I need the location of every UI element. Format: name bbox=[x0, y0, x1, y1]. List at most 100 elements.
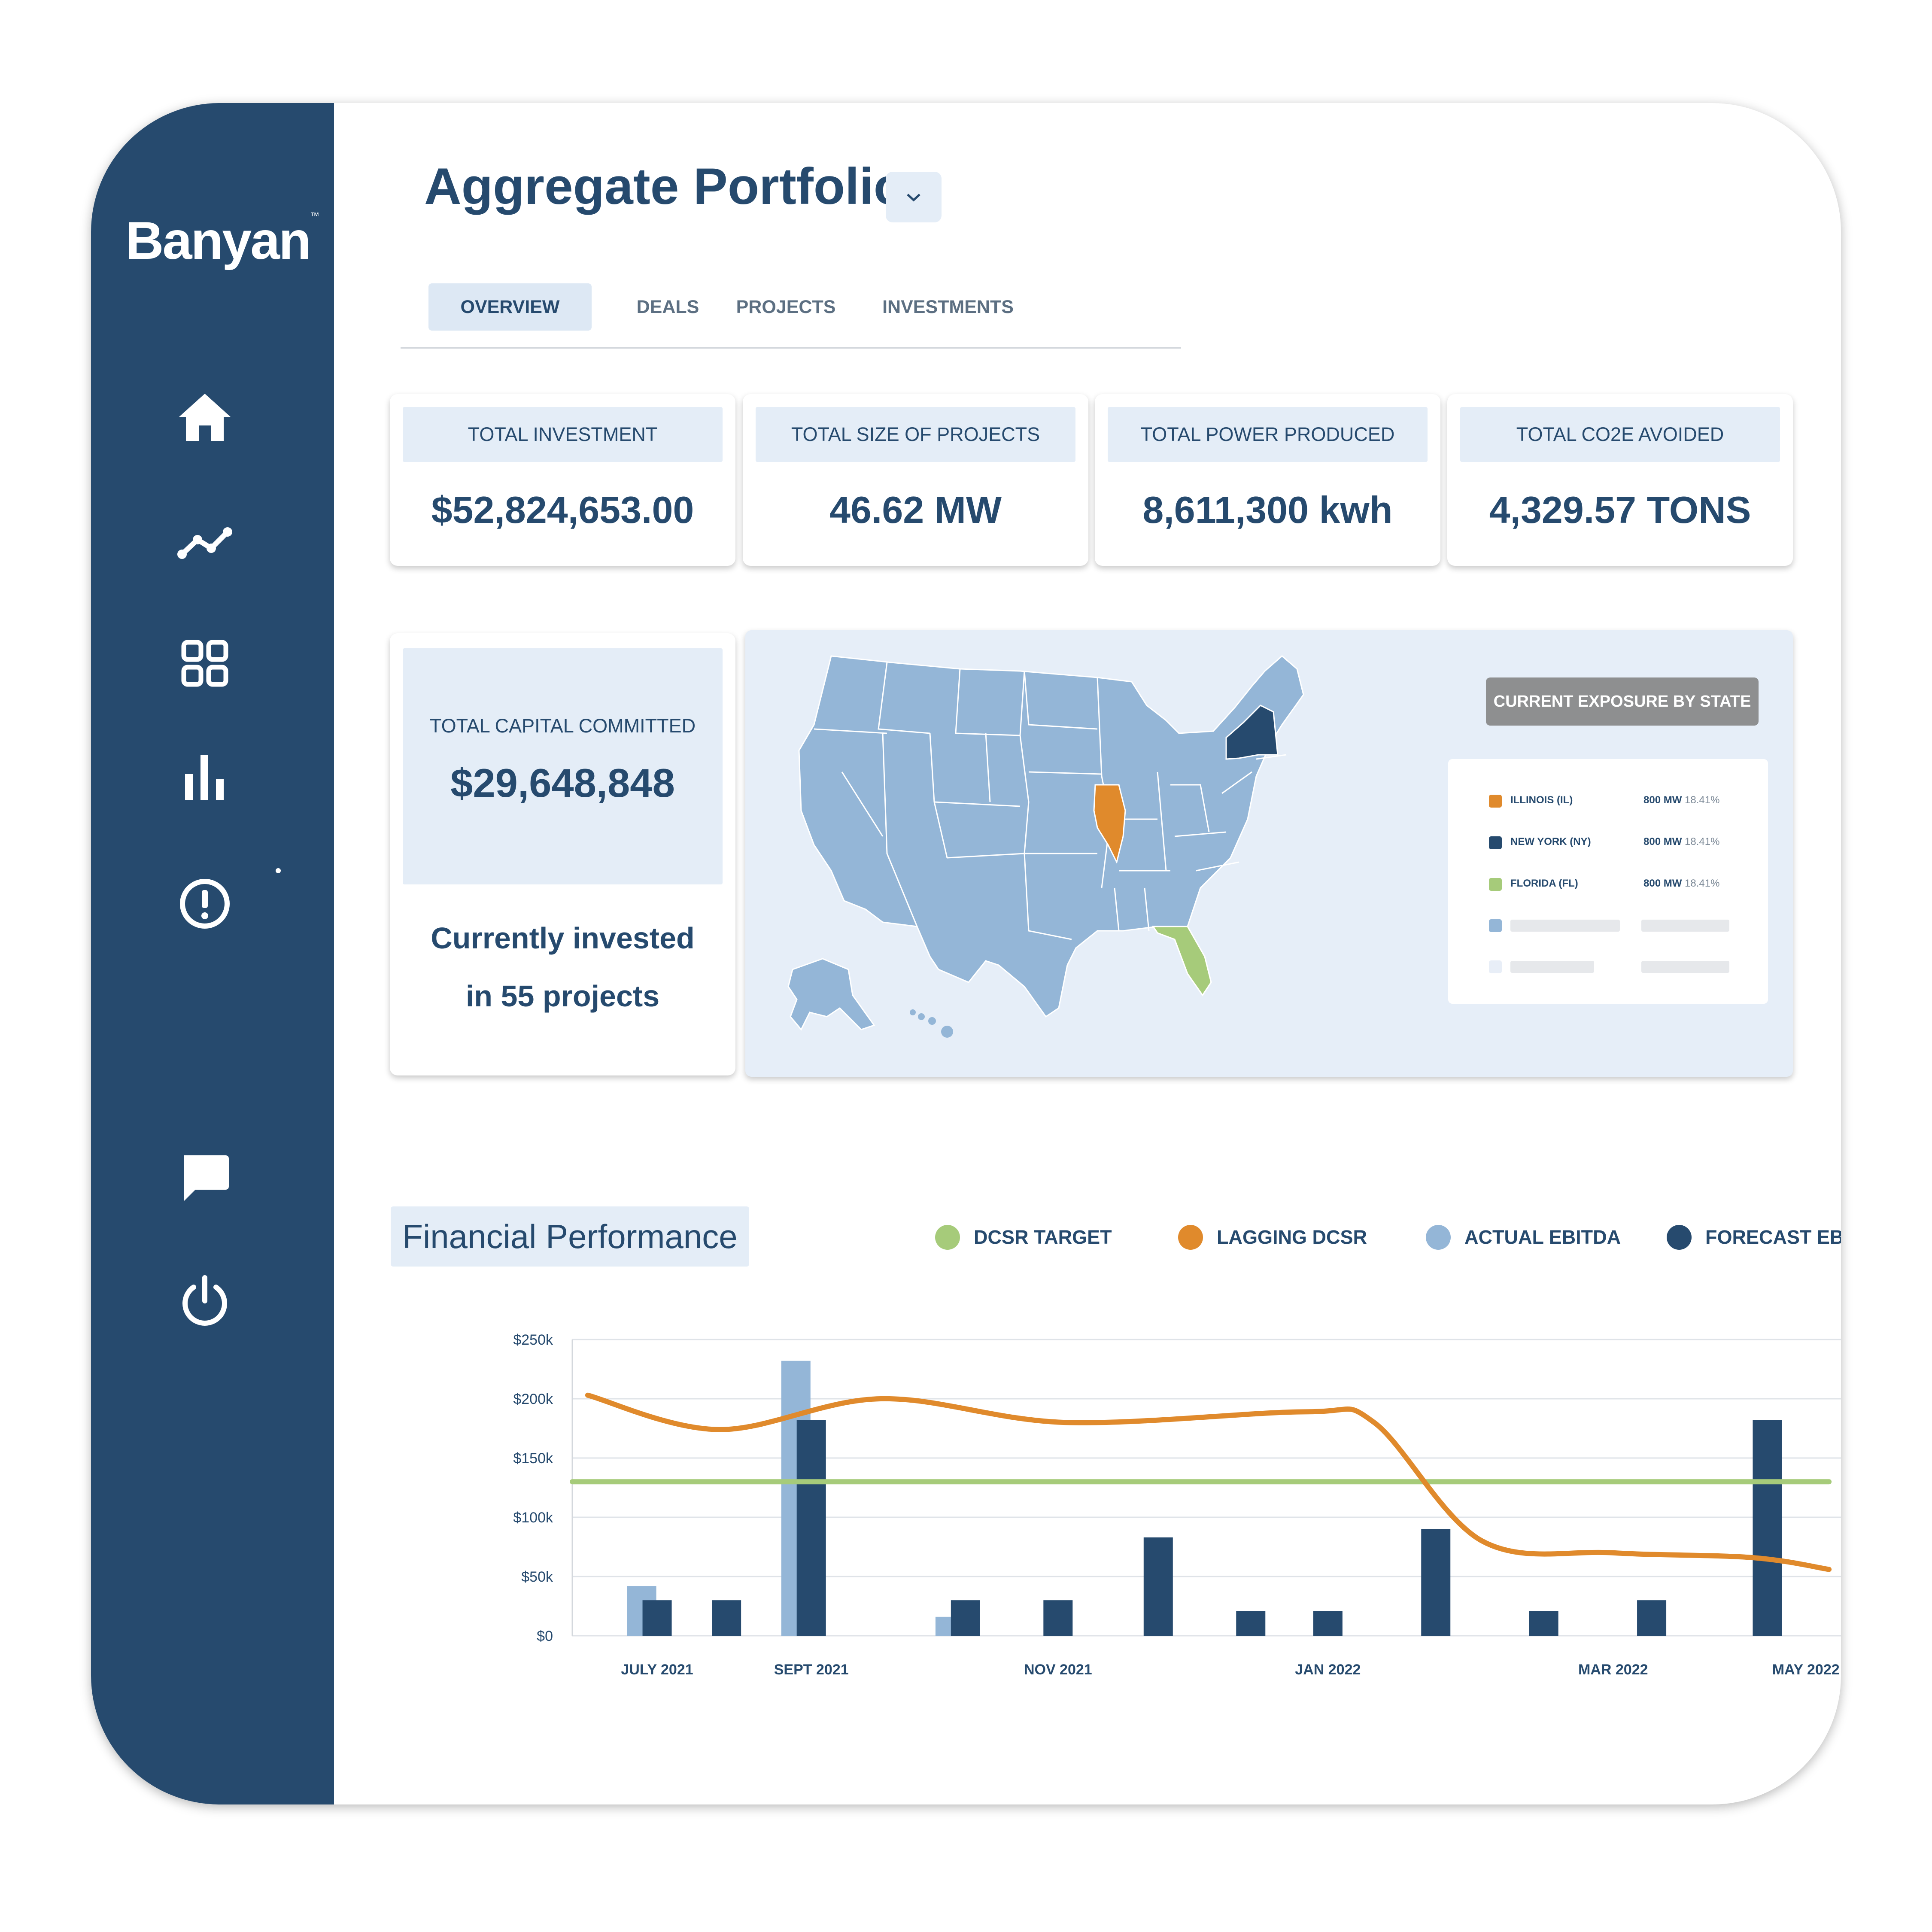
legend-value: 800 MW 18.41% bbox=[1643, 794, 1720, 806]
nav-home[interactable] bbox=[177, 389, 233, 444]
sidebar: Banyan™ bbox=[91, 103, 334, 1804]
legend-label: LAGGING DCSR bbox=[1217, 1226, 1367, 1248]
legend-row-illinois[interactable]: ILLINOIS (IL) 800 MW 18.41% bbox=[1448, 793, 1768, 810]
legend-swatch bbox=[1489, 795, 1502, 808]
state-hawaii bbox=[910, 1009, 953, 1038]
legend-row-new-york[interactable]: NEW YORK (NY) 800 MW 18.41% bbox=[1448, 834, 1768, 851]
tab-projects[interactable]: PROJECTS bbox=[736, 296, 836, 317]
legend-dot bbox=[1426, 1225, 1451, 1250]
x-tick-label: MAR 2022 bbox=[1578, 1662, 1648, 1678]
tab-deals[interactable]: DEALS bbox=[636, 296, 699, 317]
bar-forecast-ebitda bbox=[951, 1600, 980, 1636]
state-illinois[interactable] bbox=[1093, 784, 1126, 864]
legend-dot bbox=[1178, 1225, 1203, 1250]
placeholder-bar bbox=[1641, 961, 1729, 973]
financial-performance-chart: $00$50k0.5$100k1.0$150k1.5$200k2.0$250k2… bbox=[513, 1332, 1841, 1678]
current-exposure-button[interactable]: CURRENT EXPOSURE BY STATE bbox=[1486, 677, 1759, 726]
bar-forecast-ebitda bbox=[1143, 1537, 1173, 1636]
legend-row-florida[interactable]: FLORIDA (FL) 800 MW 18.41% bbox=[1448, 876, 1768, 893]
y-tick-label-left: $100k bbox=[513, 1510, 553, 1526]
nav-reports[interactable] bbox=[177, 749, 233, 805]
legend-swatch bbox=[1489, 836, 1502, 849]
kpi-value: $52,824,653.00 bbox=[431, 489, 694, 531]
banyan-logo[interactable]: Banyan™ bbox=[125, 210, 319, 271]
legend-value: 800 MW 18.41% bbox=[1643, 836, 1720, 848]
capital-value: $29,648,848 bbox=[450, 760, 675, 805]
tab-underline bbox=[401, 347, 1181, 349]
state-new-york[interactable] bbox=[1225, 705, 1279, 760]
x-tick-label: NOV 2021 bbox=[1024, 1662, 1092, 1678]
logo-text: Banyan bbox=[125, 211, 311, 270]
kpi-card-total-investment: TOTAL INVESTMENT $52,824,653.00 bbox=[390, 394, 735, 566]
portfolio-dropdown-button[interactable] bbox=[886, 172, 942, 222]
legend-lagging-dcsr: LAGGING DCSR bbox=[1178, 1224, 1367, 1250]
bar-forecast-ebitda bbox=[1313, 1611, 1343, 1636]
kpi-card-total-co2e: TOTAL CO2E AVOIDED 4,329.57 TONS bbox=[1447, 394, 1793, 566]
trend-line-icon bbox=[177, 527, 232, 559]
legend-row-placeholder bbox=[1448, 917, 1768, 934]
kpi-value: 4,329.57 TONS bbox=[1489, 489, 1751, 531]
legend-actual-ebitda: ACTUAL EBITDA bbox=[1426, 1224, 1621, 1250]
kpi-label: TOTAL POWER PRODUCED bbox=[1108, 407, 1428, 462]
nav-trends[interactable] bbox=[177, 515, 233, 571]
financial-performance-title: Financial Performance bbox=[391, 1206, 749, 1267]
legend-swatch bbox=[1489, 878, 1502, 891]
main-content: Aggregate Portfolio OVERVIEW DEALS PROJE… bbox=[334, 103, 1841, 1804]
bar-forecast-ebitda bbox=[1637, 1600, 1667, 1636]
exposure-legend: ILLINOIS (IL) 800 MW 18.41% NEW YORK (NY… bbox=[1448, 759, 1768, 1004]
exposure-map-card: CURRENT EXPOSURE BY STATE ILLINOIS (IL) … bbox=[745, 630, 1793, 1077]
bar-forecast-ebitda bbox=[1043, 1600, 1073, 1636]
capital-note-line1: Currently invested bbox=[431, 921, 695, 955]
line-lagging-dcsr bbox=[585, 1392, 1832, 1572]
y-tick-label-left: $150k bbox=[513, 1450, 553, 1467]
kpi-value: 46.62 MW bbox=[829, 489, 1002, 531]
kpi-card-total-size: TOTAL SIZE OF PROJECTS 46.62 MW bbox=[743, 394, 1088, 566]
x-tick-label: MAY 2022 bbox=[1772, 1662, 1840, 1678]
bar-forecast-ebitda bbox=[1529, 1611, 1558, 1636]
legend-state: NEW YORK (NY) bbox=[1510, 836, 1591, 848]
placeholder-bar bbox=[1510, 920, 1620, 932]
legend-label: ACTUAL EBITDA bbox=[1464, 1226, 1621, 1248]
logo-trademark: ™ bbox=[310, 210, 319, 221]
state-florida[interactable] bbox=[1152, 926, 1212, 996]
x-tick-label: SEPT 2021 bbox=[774, 1662, 849, 1678]
power-icon bbox=[182, 1275, 227, 1326]
legend-swatch bbox=[1489, 919, 1502, 932]
page-title: Aggregate Portfolio bbox=[424, 158, 905, 215]
bar-forecast-ebitda bbox=[642, 1600, 672, 1636]
nav-logout[interactable] bbox=[177, 1273, 233, 1329]
us-exposure-map[interactable] bbox=[745, 630, 1415, 1077]
grid-icon bbox=[181, 640, 228, 687]
legend-forecast-ebitda: FORECAST EBITDA bbox=[1667, 1224, 1841, 1250]
us-lower48 bbox=[798, 655, 1304, 1018]
legend-state: FLORIDA (FL) bbox=[1510, 878, 1578, 889]
y-tick-label-left: $0 bbox=[537, 1628, 553, 1644]
bar-forecast-ebitda bbox=[712, 1600, 741, 1636]
tab-investments[interactable]: INVESTMENTS bbox=[882, 296, 1014, 317]
nav-dashboard[interactable] bbox=[177, 635, 233, 691]
legend-state: ILLINOIS (IL) bbox=[1510, 794, 1573, 806]
tab-overview[interactable]: OVERVIEW bbox=[428, 283, 592, 331]
state-alaska bbox=[787, 958, 875, 1031]
legend-label: FORECAST EBITDA bbox=[1705, 1226, 1841, 1248]
x-tick-label: JAN 2022 bbox=[1295, 1662, 1361, 1678]
nav-messages[interactable] bbox=[177, 1151, 233, 1206]
legend-swatch bbox=[1489, 960, 1502, 973]
app-window: Banyan™ bbox=[91, 103, 1841, 1804]
placeholder-bar bbox=[1641, 920, 1729, 932]
kpi-label: TOTAL SIZE OF PROJECTS bbox=[756, 407, 1075, 462]
home-icon bbox=[179, 394, 231, 441]
capital-note-line2: in 55 projects bbox=[465, 979, 660, 1013]
kpi-value: 8,611,300 kwh bbox=[1142, 489, 1393, 531]
notification-dot bbox=[276, 868, 281, 873]
chat-icon bbox=[184, 1155, 229, 1201]
kpi-card-total-power: TOTAL POWER PRODUCED 8,611,300 kwh bbox=[1095, 394, 1440, 566]
legend-dot bbox=[1667, 1225, 1692, 1250]
legend-value: 800 MW 18.41% bbox=[1643, 878, 1720, 889]
bar-forecast-ebitda bbox=[1753, 1420, 1782, 1636]
chevron-down-icon bbox=[907, 194, 920, 202]
capital-label: TOTAL CAPITAL COMMITTED bbox=[429, 715, 696, 737]
nav-alerts[interactable] bbox=[177, 876, 233, 932]
alert-icon bbox=[180, 879, 230, 929]
legend-row-placeholder bbox=[1448, 958, 1768, 975]
